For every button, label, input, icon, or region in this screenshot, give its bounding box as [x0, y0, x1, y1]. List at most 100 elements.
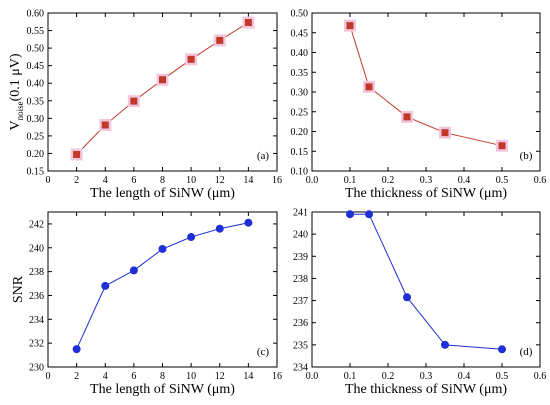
series-line	[350, 213, 503, 350]
y-tick-label: 0.15	[27, 167, 45, 178]
x-tick-label: 16	[272, 175, 282, 186]
y-tick-label: 0.20	[27, 149, 45, 160]
x-tick-label: 0.1	[344, 371, 357, 382]
panel-b: 0.0 0.1 0.2 0.3 0.4 0.5 0.6 0.10 0.15 0.20 0.25 0.3…	[291, 9, 547, 202]
data-point	[365, 83, 373, 91]
x-axis-label: The length of SiNW (μm)	[90, 186, 235, 201]
data-point	[346, 22, 354, 30]
panel-c: 0 2 4 6 8 10 12 14 16 230 232 234 236 238 240 242 The le…	[11, 211, 282, 397]
y-tick-label: 240	[293, 230, 308, 241]
y-axis-label: Vnoise(0.1 μV)	[8, 53, 25, 130]
x-tick-label: 8	[160, 175, 165, 186]
y-tick-label: 0.35	[27, 96, 45, 107]
data-point	[498, 142, 506, 150]
y-tick-label: 0.25	[291, 107, 309, 118]
x-tick-label: 14	[243, 175, 253, 186]
x-tick-label: 0.2	[382, 175, 395, 186]
panel-label: (d)	[520, 346, 533, 358]
y-tick-label: 0.30	[291, 88, 309, 99]
data-point	[129, 266, 138, 275]
panel-label: (a)	[257, 150, 270, 162]
x-tick-label: 0.0	[306, 175, 319, 186]
x-tick-label: 0.5	[496, 175, 509, 186]
panel-label: (b)	[520, 150, 533, 162]
y-tick-label: 0.25	[27, 131, 45, 142]
x-tick-label: 0	[46, 371, 51, 382]
panel-d: 0.0 0.1 0.2 0.3 0.4 0.5 0.6 234 235 236 237 238 239 2…	[293, 208, 546, 398]
data-point	[101, 121, 109, 129]
y-tick-label: 0.35	[291, 68, 309, 79]
data-point	[101, 281, 110, 290]
data-point	[346, 210, 354, 219]
plot-frame	[47, 211, 278, 368]
y-tick-label: 232	[29, 339, 44, 350]
x-tick-label: 0.4	[458, 175, 471, 186]
y-tick-label: 0.40	[291, 48, 309, 59]
y-tick-label: 241	[293, 208, 308, 219]
x-tick-label: 0.1	[344, 175, 357, 186]
data-point	[215, 224, 224, 233]
x-tick-label: 8	[160, 371, 165, 382]
y-tick-label: 0.40	[27, 79, 45, 90]
y-tick-label: 238	[293, 274, 308, 285]
y-tick-label: 0.50	[291, 9, 309, 20]
data-point	[130, 97, 138, 105]
y-tick-label: 234	[293, 363, 308, 374]
y-tick-label: 234	[29, 315, 44, 326]
plot-frame	[47, 12, 278, 172]
y-axis-label: SNR	[11, 275, 26, 303]
x-tick-label: 2	[74, 371, 79, 382]
y-tick-label: 0.10	[291, 167, 309, 178]
panel-a: 0 2 4 6 8 10 12 14 16 0.15 0.20 0.25 0.30 0.35 0.40 0.4…	[8, 9, 282, 202]
y-tick-label: 230	[29, 363, 44, 374]
x-tick-label: 0.6	[534, 175, 547, 186]
y-tick-label: 238	[29, 267, 44, 278]
y-tick-label: 239	[293, 252, 308, 263]
y-tick-label: 0.55	[27, 26, 45, 37]
y-axis-label-unit: (0.1 μV)	[8, 53, 23, 101]
data-point	[498, 345, 506, 354]
y-tick-label: 242	[29, 219, 44, 230]
data-point	[403, 293, 411, 302]
y-tick-label: 237	[293, 296, 308, 307]
y-tick-label: 240	[29, 243, 44, 254]
panel-label: (c)	[257, 346, 270, 358]
x-tick-label: 4	[103, 371, 108, 382]
x-tick-label: 12	[215, 371, 225, 382]
data-point	[73, 150, 81, 158]
x-tick-label: 4	[103, 175, 108, 186]
x-axis-label: The length of SiNW (μm)	[90, 382, 235, 397]
y-tick-label: 236	[29, 291, 44, 302]
x-tick-label: 12	[215, 175, 225, 186]
x-tick-label: 6	[131, 175, 136, 186]
x-tick-label: 6	[131, 371, 136, 382]
x-tick-label: 0	[46, 175, 51, 186]
data-point	[244, 18, 252, 26]
x-tick-label: 0.3	[420, 175, 433, 186]
x-tick-label: 0.6	[534, 371, 547, 382]
data-point	[441, 129, 449, 137]
data-point	[216, 36, 224, 44]
data-point	[441, 340, 449, 349]
data-point	[72, 345, 81, 354]
y-tick-label: 0.45	[27, 61, 45, 72]
x-tick-label: 0.0	[306, 371, 319, 382]
y-tick-label: 0.45	[291, 28, 309, 39]
x-tick-label: 0.4	[458, 371, 471, 382]
y-axis-label-main: V	[8, 120, 23, 130]
x-axis-label: The thickness of SiNW (μm)	[345, 186, 507, 201]
data-point	[403, 113, 411, 121]
x-tick-label: 10	[186, 371, 196, 382]
x-tick-label: 0.2	[382, 371, 395, 382]
plot-frame	[311, 211, 541, 368]
data-point	[187, 55, 195, 63]
x-tick-label: 10	[186, 175, 196, 186]
x-tick-label: 14	[243, 371, 253, 382]
y-axis-label-sub: noise	[15, 101, 25, 120]
x-tick-label: 2	[74, 175, 79, 186]
x-tick-label: 16	[272, 371, 282, 382]
data-point	[159, 76, 166, 84]
y-tick-label: 0.30	[27, 114, 45, 125]
data-point	[187, 233, 196, 242]
